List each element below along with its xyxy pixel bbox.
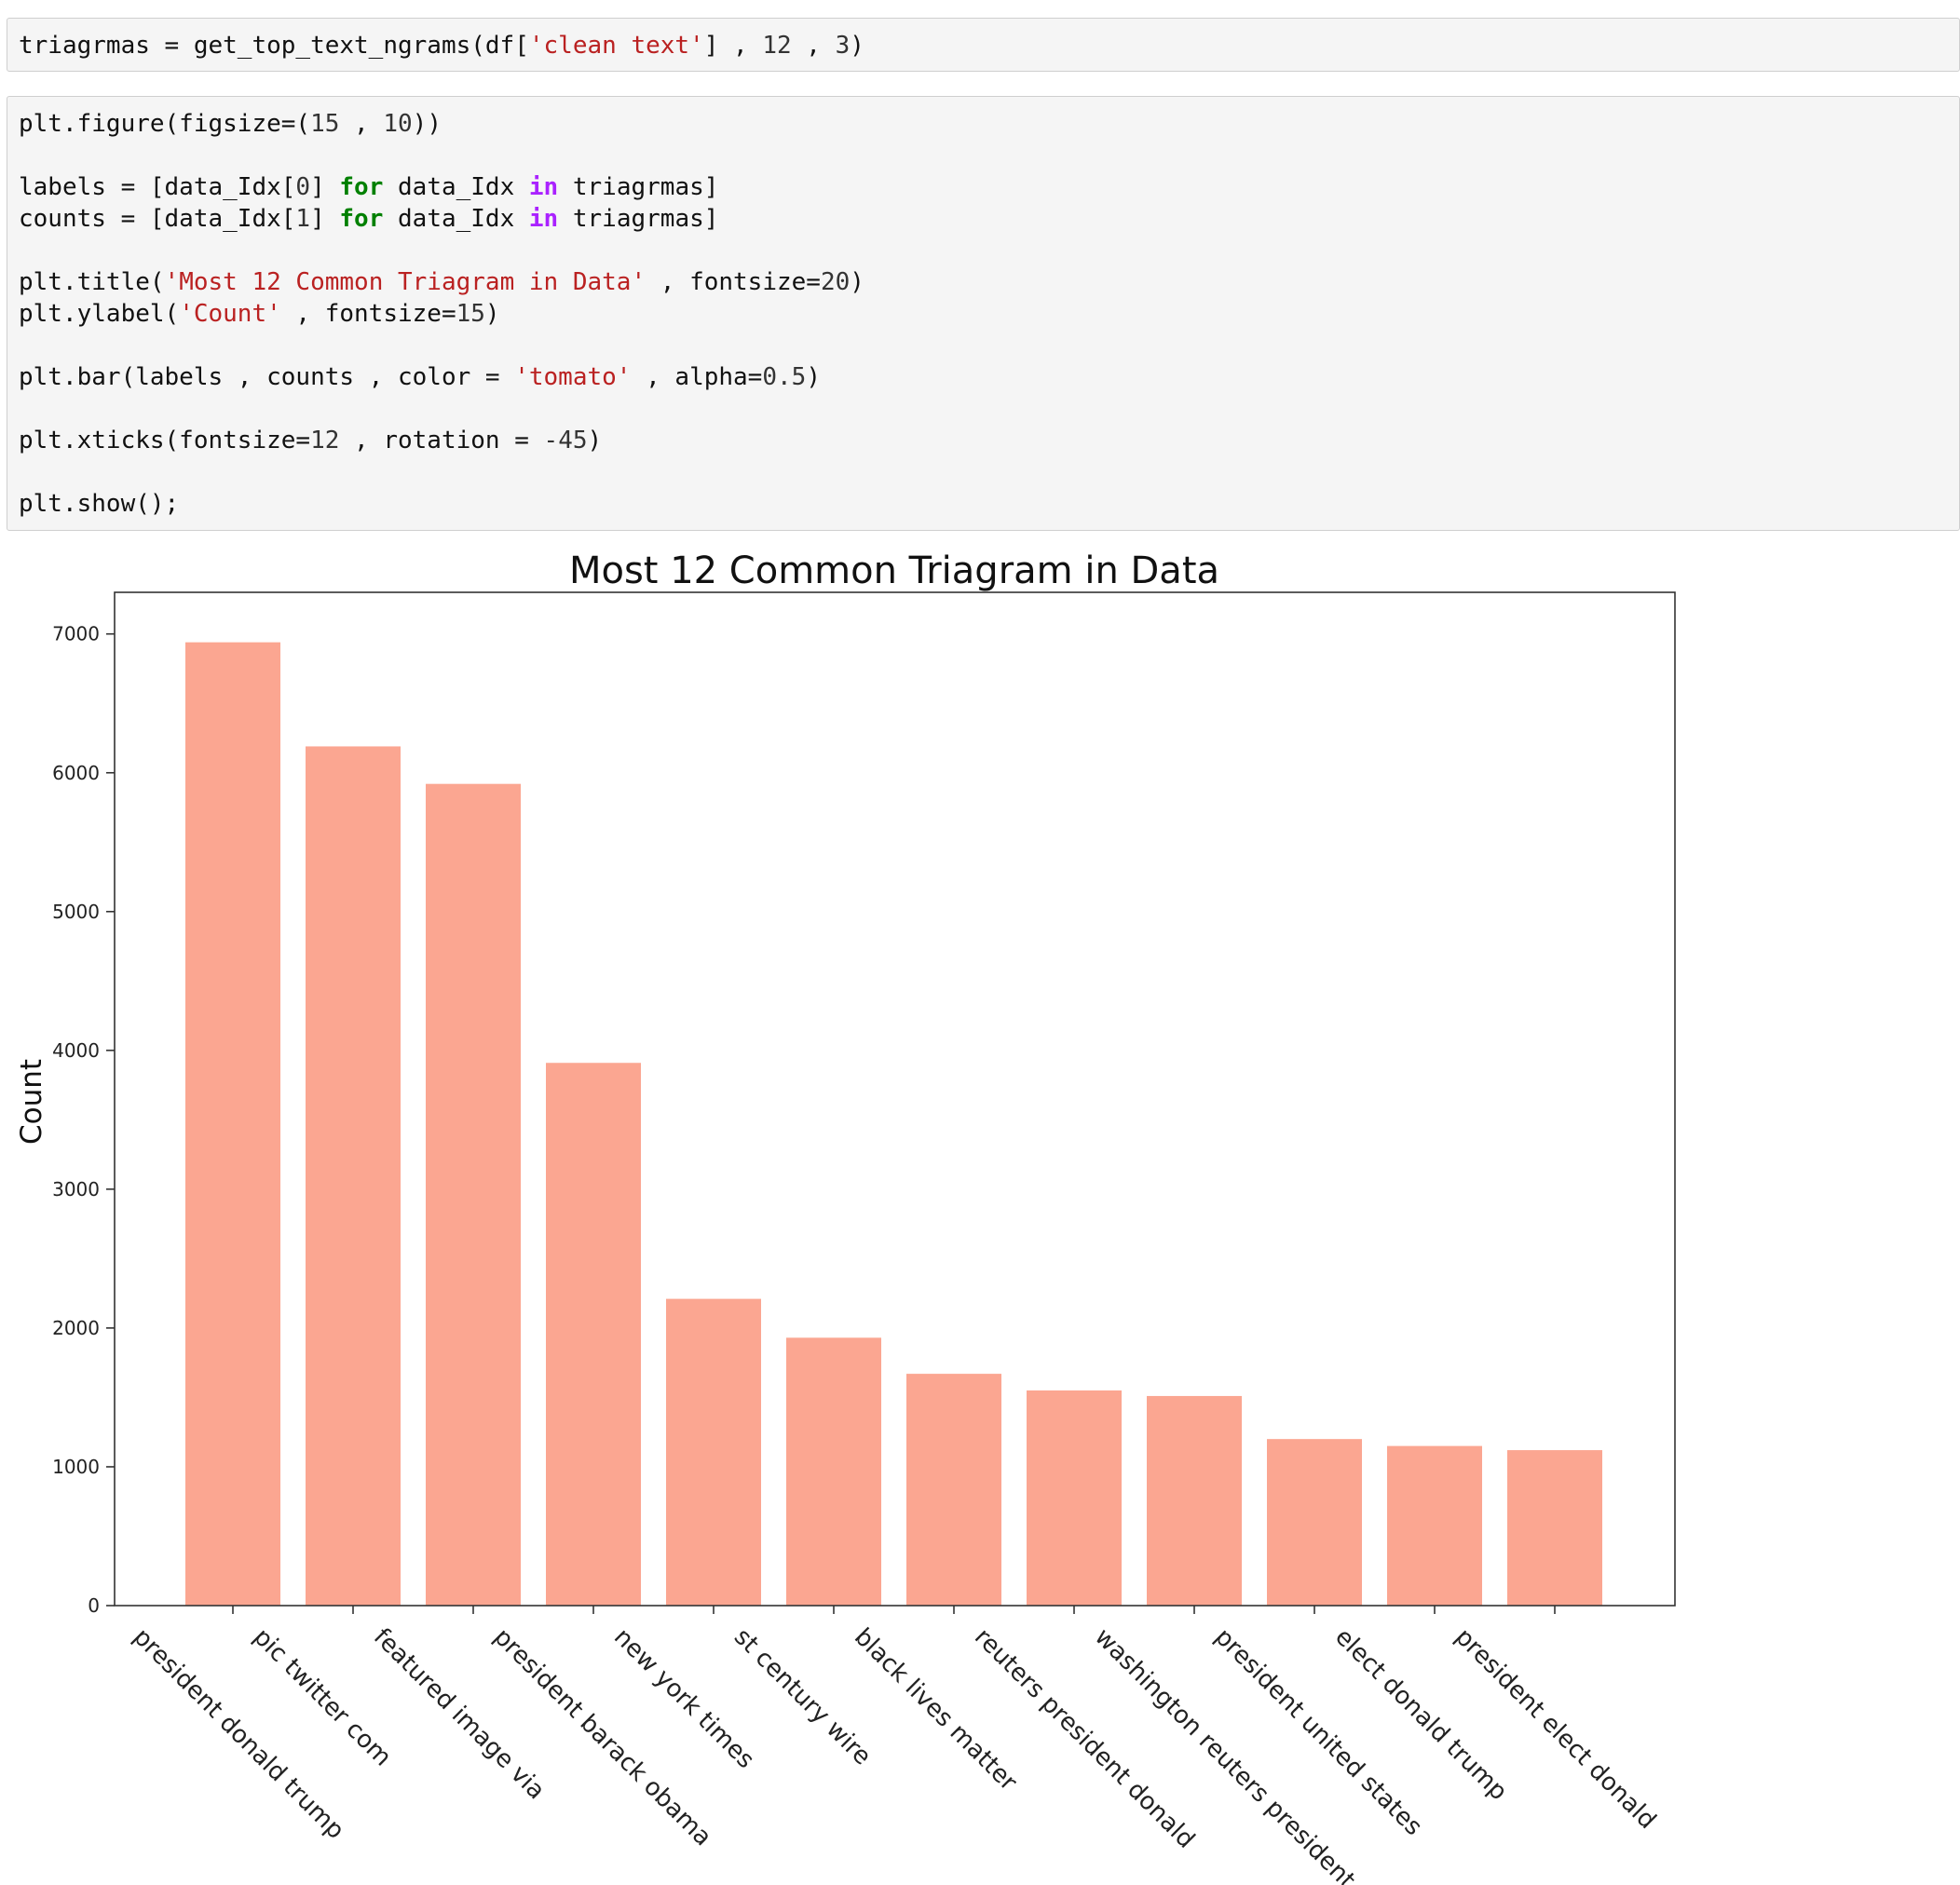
code-token: , fontsize=: [646, 268, 821, 296]
code-token: , fontsize=: [280, 300, 456, 328]
code-token: plt.figure(figsize=(: [19, 110, 311, 138]
code-token: , rotation =: [339, 427, 544, 454]
bar: [1267, 1439, 1362, 1606]
bar: [546, 1063, 641, 1606]
code-line: plt.title('Most 12 Common Triagram in Da…: [19, 266, 1959, 298]
code-token: data_Idx: [383, 205, 529, 233]
code-line: [19, 393, 1959, 425]
chart-title: Most 12 Common Triagram in Data: [569, 549, 1219, 592]
bar: [906, 1374, 1001, 1606]
bar-series: [185, 642, 1602, 1606]
bar: [666, 1298, 761, 1606]
code-line: labels = [data_Idx[0] for data_Idx in tr…: [19, 171, 1959, 203]
code-token: in: [528, 173, 559, 201]
code-token: plt.bar(labels , counts , color =: [19, 363, 515, 391]
code-cell-plot[interactable]: plt.figure(figsize=(15 , 10)) labels = [d…: [7, 96, 1960, 531]
x-tick-label: president donald trump: [128, 1623, 349, 1845]
code-token: ): [587, 427, 603, 454]
code-token: 20: [820, 268, 851, 296]
code-token: ): [806, 363, 821, 391]
code-token: labels = [data_Idx[: [19, 173, 296, 201]
code-cell-source[interactable]: triagrmas = get_top_text_ngrams(df['clea…: [7, 19, 1959, 61]
code-token: 1: [295, 205, 311, 233]
code-token: for: [339, 205, 384, 233]
y-tick-label: 5000: [52, 901, 100, 923]
y-tick-label: 4000: [52, 1039, 100, 1062]
code-token: for: [339, 173, 384, 201]
y-axis: 0 1000 2000 3000 4000 5000 6000 7000: [52, 623, 115, 1617]
y-tick-label: 7000: [52, 623, 100, 645]
code-token: triagrmas]: [558, 205, 719, 233]
code-token: )): [412, 110, 442, 138]
code-cell-source[interactable]: plt.figure(figsize=(15 , 10)) labels = [d…: [7, 97, 1959, 520]
bar: [1387, 1445, 1482, 1606]
code-token: ]: [310, 205, 340, 233]
code-line: plt.show();: [19, 488, 1959, 520]
bar: [786, 1337, 881, 1606]
code-line: counts = [data_Idx[1] for data_Idx in tr…: [19, 203, 1959, 235]
code-token: ,: [791, 32, 836, 60]
y-axis-label: Count: [15, 1059, 48, 1145]
code-token: ): [850, 268, 864, 296]
code-line: plt.figure(figsize=(15 , 10)): [19, 108, 1959, 140]
code-token: ]: [310, 173, 340, 201]
code-line: plt.xticks(fontsize=12 , rotation = -45): [19, 425, 1959, 456]
y-tick-label: 6000: [52, 762, 100, 784]
bar: [306, 746, 401, 1606]
code-token: 'Count': [179, 300, 281, 328]
code-token: plt.show();: [19, 490, 180, 518]
code-token: 12: [762, 32, 792, 60]
code-token: 0: [295, 173, 311, 201]
code-token: triagrmas]: [558, 173, 719, 201]
code-token: data_Idx: [383, 173, 529, 201]
code-line: [19, 140, 1959, 171]
code-line: triagrmas = get_top_text_ngrams(df['clea…: [19, 30, 1959, 61]
code-token: 15: [456, 300, 485, 328]
code-token: , alpha=: [631, 363, 763, 391]
code-token: 'clean text': [528, 32, 704, 60]
code-token: ): [484, 300, 500, 328]
code-token: triagrmas = get_top_text_ngrams(df[: [19, 32, 529, 60]
code-token: plt.title(: [19, 268, 165, 296]
code-token: plt.xticks(fontsize=: [19, 427, 311, 454]
y-tick-label: 3000: [52, 1178, 100, 1200]
x-tick-label: president barack obama: [488, 1623, 716, 1851]
code-token: in: [528, 205, 559, 233]
code-token: ] ,: [703, 32, 763, 60]
code-token: 12: [310, 427, 340, 454]
bar: [1507, 1450, 1602, 1606]
code-line: plt.ylabel('Count' , fontsize=15): [19, 298, 1959, 330]
y-tick-label: 0: [88, 1594, 100, 1617]
code-cell-ngrams[interactable]: triagrmas = get_top_text_ngrams(df['clea…: [7, 18, 1960, 72]
code-token: plt.ylabel(: [19, 300, 180, 328]
y-tick-label: 2000: [52, 1317, 100, 1339]
code-line: [19, 330, 1959, 361]
x-tick-label: president united states: [1209, 1623, 1427, 1841]
x-tick-label: reuters president donald: [969, 1623, 1200, 1854]
y-tick-label: 1000: [52, 1456, 100, 1478]
x-tick-label: washington reuters president: [1089, 1623, 1360, 1885]
code-line: plt.bar(labels , counts , color = 'tomat…: [19, 361, 1959, 393]
code-line: [19, 456, 1959, 488]
code-token: 'Most 12 Common Triagram in Data': [164, 268, 647, 296]
code-token: 'tomato': [514, 363, 632, 391]
code-token: 0.5: [762, 363, 807, 391]
code-token: counts = [data_Idx[: [19, 205, 296, 233]
code-token: 10: [383, 110, 413, 138]
x-tick-label: president elect donald: [1450, 1623, 1661, 1835]
bar-chart-output: Most 12 Common Triagram in Data Count 0 1…: [15, 549, 1676, 1885]
bar: [1147, 1395, 1242, 1606]
bar: [426, 783, 521, 1606]
bar: [185, 642, 280, 1606]
bar: [1027, 1390, 1122, 1606]
code-token: -45: [543, 427, 588, 454]
code-token: ): [850, 32, 864, 60]
code-line: [19, 235, 1959, 266]
plot-frame: [114, 591, 1676, 1607]
code-token: ,: [339, 110, 384, 138]
code-token: 15: [310, 110, 340, 138]
code-token: 3: [835, 32, 851, 60]
